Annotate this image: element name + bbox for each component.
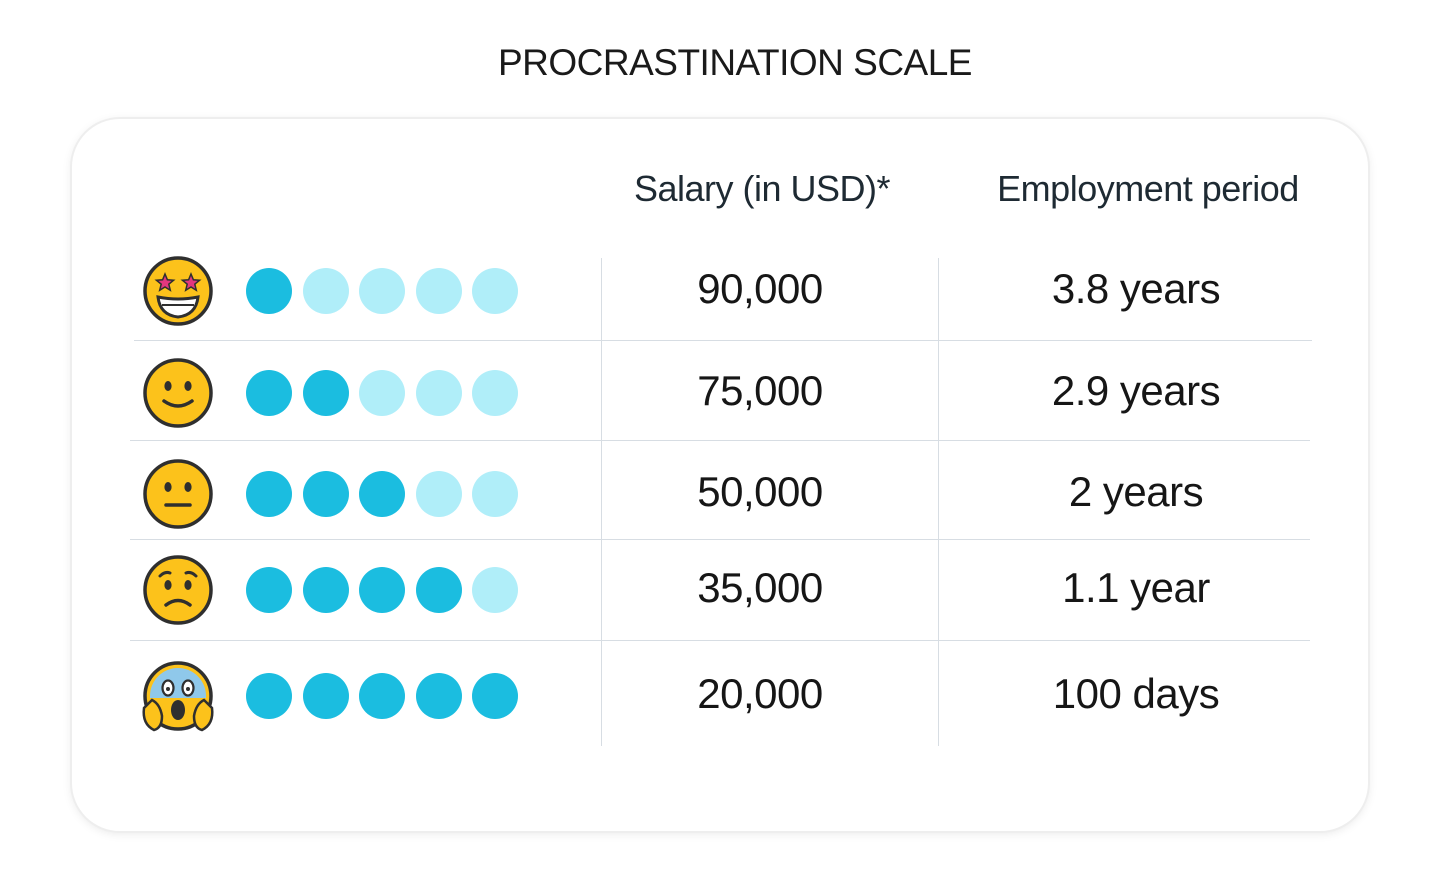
employment-period-value: 3.8 years — [1051, 265, 1221, 312]
row-divider — [130, 640, 1310, 641]
scale-row: 75,000 2.9 years — [130, 343, 1312, 443]
employment-period-value: 2 years — [1068, 468, 1204, 515]
level-dot-filled — [359, 471, 405, 517]
salary-value: 35,000 — [697, 564, 823, 611]
row-divider — [130, 440, 1310, 441]
scale-row: 35,000 1.1 year — [130, 540, 1312, 640]
level-dot-filled — [302, 567, 349, 613]
level-dot-empty — [472, 567, 518, 613]
level-dot-filled — [246, 471, 292, 517]
level-dot-empty — [415, 471, 462, 517]
scale-row: 20,000 100 days — [130, 646, 1312, 746]
level-dot-filled — [246, 268, 292, 314]
level-dot-empty — [415, 268, 462, 314]
employment-period-value: 100 days — [1052, 670, 1220, 717]
level-dot-filled — [302, 673, 349, 719]
level-dot-empty — [359, 370, 405, 416]
column-header-period: Employment period — [997, 168, 1299, 209]
level-dot-empty — [472, 471, 518, 517]
column-divider-salary — [601, 258, 602, 746]
level-dot-empty — [415, 370, 462, 416]
column-header-salary: Salary (in USD)* — [633, 168, 891, 209]
level-dot-filled — [415, 567, 462, 613]
level-dot-empty — [359, 268, 405, 314]
level-dot-empty — [472, 268, 518, 314]
level-dot-filled — [246, 370, 292, 416]
salary-value: 75,000 — [697, 367, 823, 414]
level-dot-filled — [302, 370, 349, 416]
neutral-face-icon — [140, 456, 216, 532]
row-divider — [130, 539, 1310, 540]
level-dot-filled — [472, 673, 518, 719]
slightly-smiling-face-icon — [140, 355, 216, 431]
salary-value: 20,000 — [697, 670, 823, 717]
salary-value: 90,000 — [697, 265, 823, 312]
star-struck-face-icon — [140, 253, 216, 329]
level-dot-empty — [302, 268, 349, 314]
level-dot-filled — [246, 673, 292, 719]
level-dot-filled — [359, 567, 405, 613]
row-divider — [134, 340, 1312, 341]
scale-row: 90,000 3.8 years — [130, 241, 1312, 341]
chart-title: PROCRASTINATION SCALE — [497, 42, 973, 83]
salary-value: 50,000 — [697, 468, 823, 515]
level-dot-filled — [302, 471, 349, 517]
level-dot-empty — [472, 370, 518, 416]
worried-face-icon — [140, 552, 216, 628]
level-dot-filled — [415, 673, 462, 719]
column-divider-period — [938, 258, 939, 746]
level-dot-filled — [246, 567, 292, 613]
screaming-in-fear-face-icon — [140, 658, 216, 734]
level-dot-filled — [359, 673, 405, 719]
scale-row: 50,000 2 years — [130, 444, 1312, 544]
employment-period-value: 1.1 year — [1062, 564, 1210, 611]
employment-period-value: 2.9 years — [1051, 367, 1221, 414]
scale-card — [72, 119, 1368, 831]
